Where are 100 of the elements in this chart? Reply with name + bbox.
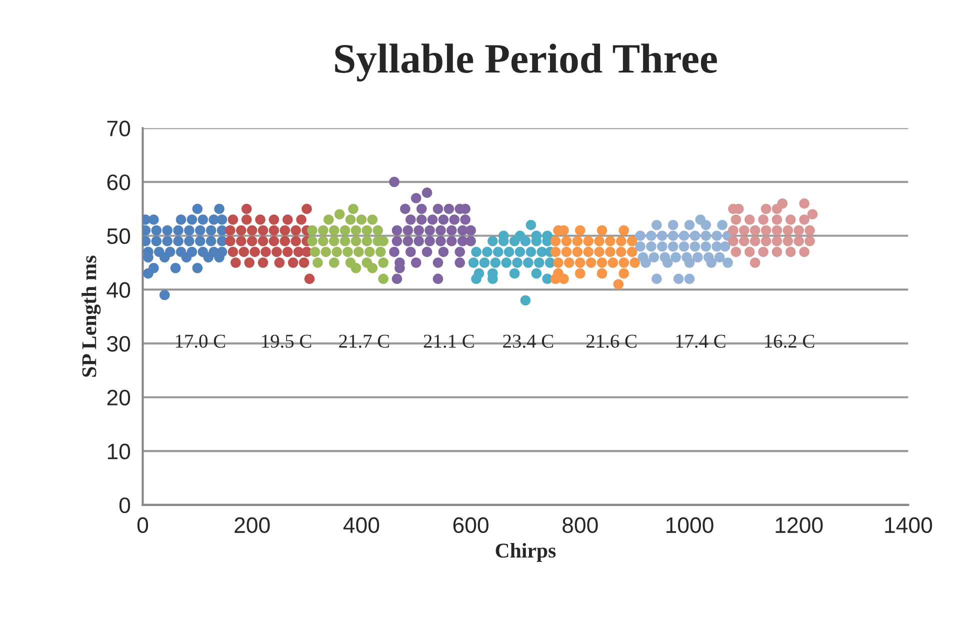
point (586, 258, 596, 268)
point (362, 236, 372, 246)
point (328, 236, 340, 246)
point (728, 236, 738, 246)
point (444, 204, 454, 214)
point (162, 225, 172, 236)
point (668, 220, 678, 230)
point (356, 214, 367, 225)
point (392, 225, 402, 236)
point (652, 274, 662, 284)
point (640, 258, 651, 268)
point (454, 258, 466, 268)
point (772, 246, 782, 258)
point (750, 225, 760, 236)
point (520, 236, 531, 246)
point (170, 262, 181, 274)
point (760, 204, 772, 214)
point (260, 246, 271, 258)
point (345, 214, 356, 225)
point (216, 214, 228, 225)
point (561, 246, 572, 258)
point (151, 225, 162, 236)
point (668, 241, 678, 252)
point (280, 225, 290, 236)
point (618, 258, 630, 268)
point (657, 241, 668, 252)
point (712, 230, 722, 241)
annotation: 19.5 C (262, 334, 312, 348)
point (348, 204, 358, 214)
point (678, 230, 690, 241)
point (410, 192, 422, 204)
point (468, 258, 479, 268)
point (181, 252, 192, 262)
point (626, 236, 638, 246)
point (670, 252, 681, 262)
point (184, 236, 194, 246)
point (758, 214, 768, 225)
point (225, 236, 236, 246)
point (583, 236, 594, 246)
point (720, 241, 730, 252)
point (501, 258, 512, 268)
point (785, 246, 796, 258)
point (714, 252, 725, 262)
point (646, 241, 656, 252)
point (690, 241, 700, 252)
annotation: 21.6 C (586, 334, 636, 348)
point (298, 258, 310, 268)
point (635, 241, 646, 252)
point (320, 246, 332, 258)
point (583, 246, 594, 258)
point (258, 236, 268, 246)
point (534, 258, 544, 268)
point (706, 258, 717, 268)
point (307, 236, 318, 246)
y-tick-label: 30 (107, 336, 130, 352)
point (282, 246, 293, 258)
point (238, 246, 250, 258)
point (635, 230, 646, 241)
point (268, 225, 280, 236)
point (799, 214, 810, 225)
point (618, 225, 630, 236)
point (195, 236, 206, 246)
annotation: 16.2 C (765, 334, 814, 348)
point (466, 236, 476, 246)
point (318, 225, 328, 236)
point (662, 258, 673, 268)
point (432, 204, 444, 214)
point (574, 225, 586, 236)
point (782, 225, 794, 236)
point (772, 214, 782, 225)
point (690, 230, 700, 241)
point (785, 214, 796, 225)
point (402, 236, 414, 246)
point (616, 236, 626, 246)
point (613, 279, 624, 290)
point (414, 236, 424, 246)
point (405, 214, 416, 225)
point (772, 236, 782, 246)
point (471, 274, 482, 284)
point (504, 246, 514, 258)
point (176, 214, 186, 225)
point (159, 252, 170, 262)
y-tick-label: 20 (107, 390, 130, 406)
point (332, 246, 342, 258)
point (302, 204, 312, 214)
point (402, 225, 414, 236)
point (648, 252, 660, 262)
y-tick-label: 40 (106, 282, 130, 298)
point (424, 236, 435, 246)
point (684, 274, 695, 284)
point (553, 258, 564, 268)
point (750, 258, 760, 268)
point (782, 236, 794, 246)
point (236, 236, 246, 246)
point (596, 258, 608, 268)
point (392, 274, 402, 284)
point (296, 214, 306, 225)
point (282, 214, 293, 225)
point (668, 230, 678, 241)
point (492, 246, 504, 258)
